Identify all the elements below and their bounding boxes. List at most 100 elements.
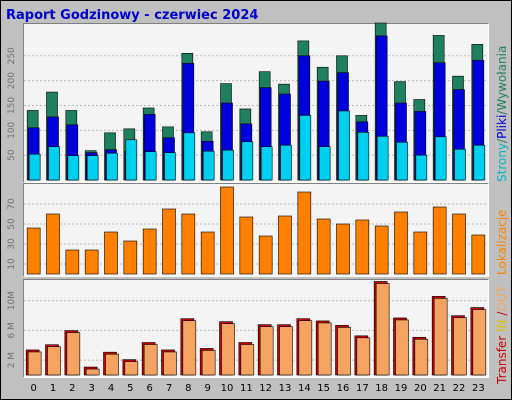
bar-requests-Strony (299, 115, 312, 181)
legend-part: IN (495, 319, 509, 335)
bar-requests-Strony (28, 153, 41, 181)
bar-kbytes-Transfer (453, 317, 467, 376)
bar-visits-Lokalizacje (200, 231, 215, 275)
bar-visits-Lokalizacje (432, 206, 447, 275)
bar-visits-Lokalizacje (239, 216, 254, 275)
bar-requests-Strony (125, 139, 138, 181)
bar-requests-Strony (338, 110, 350, 181)
bar-kbytes-Transfer (47, 346, 61, 376)
bar-kbytes-Transfer (279, 326, 293, 376)
hour-label: 20 (414, 383, 427, 394)
legend-part: Strony (495, 143, 509, 182)
panel-highlight-edge (23, 279, 489, 378)
hour-label: 5 (127, 383, 133, 394)
legend-requests: Strony/Pliki/Wywołania (495, 46, 509, 182)
bar-kbytes-Transfer (66, 332, 81, 376)
bar-requests-Strony (222, 149, 234, 181)
bar-requests-Strony (396, 141, 408, 181)
bar-requests-Strony (415, 154, 428, 181)
y-tick-label: 70 (7, 198, 17, 210)
panel-highlight-edge (23, 23, 489, 183)
bar-visits-Lokalizacje (162, 208, 176, 275)
bar-requests-Strony (280, 144, 292, 181)
hour-label: 6 (146, 383, 152, 394)
hour-label: 13 (279, 383, 292, 394)
bar-visits-Lokalizacje (220, 186, 234, 275)
bar-visits-Lokalizacje (316, 218, 331, 275)
hour-label: 9 (204, 383, 210, 394)
bar-visits-Lokalizacje (84, 249, 99, 275)
bar-visits-Lokalizacje (46, 213, 60, 275)
bar-visits-Lokalizacje (104, 231, 118, 275)
bar-requests-Strony (318, 146, 331, 181)
bar-visits-Lokalizacje (394, 211, 408, 275)
hour-label: 10 (221, 383, 234, 394)
bar-visits-Lokalizacje (123, 240, 138, 275)
hour-label: 19 (395, 383, 408, 394)
legend-part: / (495, 110, 509, 115)
panel-requests: 50 100 150 200 250 (7, 22, 489, 183)
hour-label: 21 (433, 383, 446, 394)
y-tick-label: 250 (7, 47, 17, 64)
hour-label: 22 (453, 383, 466, 394)
bar-visits-Lokalizacje (374, 225, 389, 275)
chart-title: Raport Godzinowy - czerwiec 2024 (6, 8, 258, 23)
hour-label: 0 (30, 383, 36, 394)
bar-visits-Lokalizacje (471, 234, 486, 275)
bar-kbytes-Transfer (105, 353, 119, 376)
bar-kbytes-Transfer (317, 322, 332, 376)
panel-background (23, 183, 489, 277)
y-tick-label: 6 M (7, 322, 17, 338)
y-tick-label: 30 (7, 238, 17, 250)
hour-label: 1 (50, 383, 56, 394)
hour-label: 4 (108, 383, 114, 394)
bar-kbytes-Transfer (240, 344, 255, 376)
bar-visits-Lokalizacje (65, 249, 80, 275)
hour-label: 3 (88, 383, 94, 394)
panel-background (23, 23, 489, 183)
bar-kbytes-Transfer (337, 327, 351, 376)
hour-label: 2 (69, 383, 75, 394)
bar-requests-Strony (183, 132, 196, 181)
bar-kbytes-Transfer (163, 351, 177, 376)
y-tick-label: 100 (7, 121, 17, 138)
legend-part: OUT (495, 285, 509, 311)
panel-shadow-edge (23, 23, 489, 183)
bar-visits-Lokalizacje (278, 215, 292, 275)
y-tick-label: 150 (7, 97, 17, 114)
legend-part: / (495, 311, 509, 320)
bar-visits-Lokalizacje (181, 213, 196, 275)
bar-visits-Lokalizacje (258, 235, 273, 275)
hour-label: 16 (337, 383, 350, 394)
bar-visits-Lokalizacje (452, 213, 466, 275)
chart-panels: 50 100 150 200 250 10 30 50 70 2 M 6 M 10M (7, 22, 489, 378)
legend-part: Wywołania (495, 46, 509, 111)
panel-kbytes: 2 M 6 M 10M (7, 279, 489, 378)
y-tick-label: 50 (7, 218, 17, 230)
bar-visits-Lokalizacje (142, 228, 157, 275)
panel-visits: 10 30 50 70 (7, 183, 489, 277)
bar-kbytes-Transfer (375, 283, 390, 376)
bar-kbytes-Transfer (298, 320, 313, 376)
hour-label: 17 (356, 383, 369, 394)
bar-kbytes-Transfer (414, 338, 429, 376)
panel-highlight-edge (23, 183, 489, 277)
hour-label: 12 (259, 383, 272, 394)
bar-requests-Strony (473, 144, 486, 181)
hour-label: 14 (298, 383, 311, 394)
bar-requests-Strony (434, 136, 447, 181)
bar-requests-Strony (357, 132, 370, 181)
bar-requests-Strony (106, 152, 118, 181)
bar-requests-Strony (202, 150, 215, 181)
bar-kbytes-Transfer (259, 326, 274, 376)
bar-visits-Lokalizacje (26, 227, 41, 275)
y-tick-label: 10 (7, 258, 17, 270)
y-tick-label: 2 M (7, 352, 17, 368)
legend-part: / (495, 138, 509, 143)
panel-shadow-edge (23, 279, 489, 378)
bar-kbytes-Transfer (143, 344, 158, 376)
bar-kbytes-Transfer (27, 351, 42, 376)
hour-axis-labels: 0 1 2 3 4 5 6 7 8 9 10 11 12 13 14 15 16 17 18 19 20 21 22 23 (30, 383, 484, 394)
bar-requests-Strony (164, 152, 176, 181)
